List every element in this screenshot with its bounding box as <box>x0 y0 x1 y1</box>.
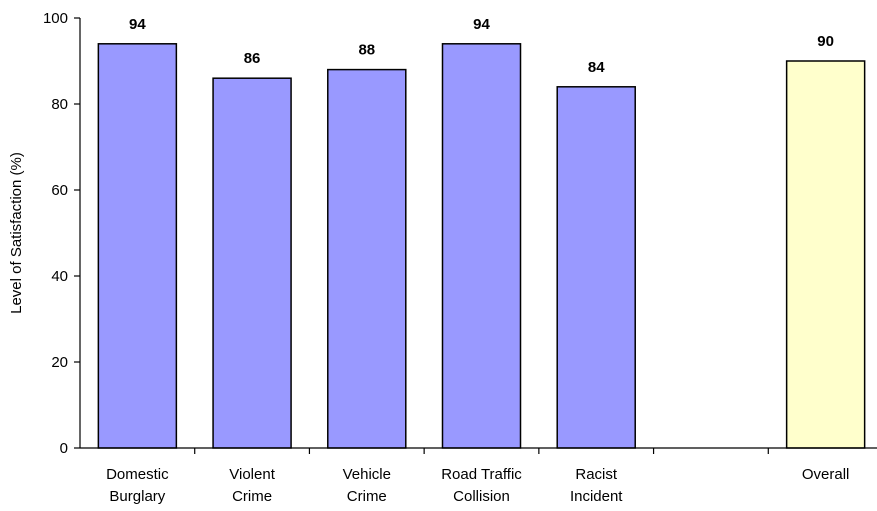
y-tick-label-40: 40 <box>51 268 68 285</box>
data-label-4: 94 <box>473 16 490 33</box>
category-label-1-line-1: Domestic <box>106 466 169 483</box>
bar-1 <box>97 43 178 449</box>
category-label-2-line-1: Violent <box>229 466 275 483</box>
bars-group <box>97 43 866 449</box>
axes-group <box>74 17 877 454</box>
y-tick-label-100: 100 <box>43 10 68 27</box>
bar-2 <box>212 77 292 449</box>
category-label-3-line-2: Crime <box>347 488 387 505</box>
data-label-3: 88 <box>358 42 375 59</box>
data-label-2: 86 <box>244 50 261 67</box>
category-label-5-line-1: Racist <box>575 466 618 483</box>
category-label-1-line-2: Burglary <box>109 488 165 505</box>
category-label-4-line-1: Road Traffic <box>441 466 522 483</box>
category-label-4-line-2: Collision <box>453 488 510 505</box>
data-label-1: 94 <box>129 16 146 33</box>
bar-7 <box>785 60 866 449</box>
data-label-7: 90 <box>817 33 834 50</box>
labels-group: 94 86 88 94 84 90 0 20 40 60 80 100 Domestic Burglary… <box>43 10 849 505</box>
bar-5 <box>556 86 636 449</box>
bar-4 <box>441 43 522 449</box>
y-tick-label-60: 60 <box>51 182 68 199</box>
y-tick-label-0: 0 <box>60 440 68 457</box>
category-label-3-line-1: Vehicle <box>343 466 391 483</box>
category-label-7-line-1: Overall <box>802 466 850 483</box>
y-axis-title: Level of Satisfaction (%) <box>8 152 25 314</box>
data-label-5: 84 <box>588 59 605 76</box>
category-label-2-line-2: Crime <box>232 488 272 505</box>
y-tick-label-20: 20 <box>51 354 68 371</box>
category-label-5-line-2: Incident <box>570 488 623 505</box>
y-tick-label-80: 80 <box>51 96 68 113</box>
bar-3 <box>327 68 407 449</box>
